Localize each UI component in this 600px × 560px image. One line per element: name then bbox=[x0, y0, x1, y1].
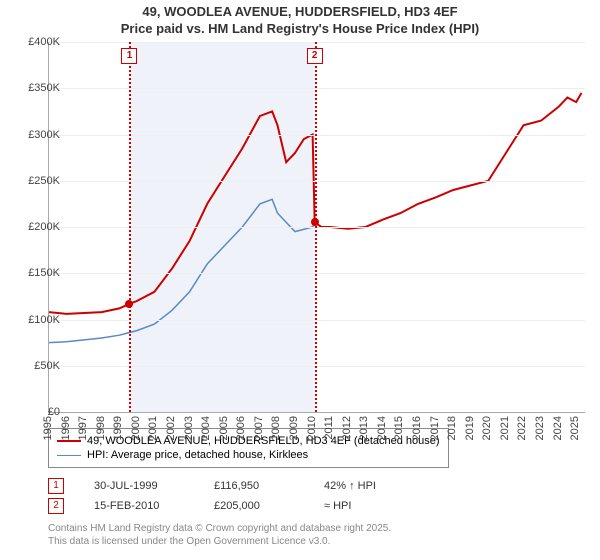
legend: 49, WOODLEA AVENUE, HUDDERSFIELD, HD3 4E… bbox=[48, 428, 449, 468]
legend-row: HPI: Average price, detached house, Kirk… bbox=[57, 449, 440, 461]
x-axis-label: 2012 bbox=[341, 416, 353, 440]
y-axis-label: £300K bbox=[28, 129, 60, 141]
x-axis-label: 2022 bbox=[516, 416, 528, 440]
x-axis-label: 2017 bbox=[429, 416, 441, 440]
y-axis-label: £200K bbox=[28, 221, 60, 233]
sale-marker-flag: 1 bbox=[121, 48, 137, 64]
sale-marker-icon: 1 bbox=[48, 478, 64, 494]
y-axis-label: £100K bbox=[28, 314, 60, 326]
x-axis-label: 1998 bbox=[95, 416, 107, 440]
legend-label: HPI: Average price, detached house, Kirk… bbox=[87, 449, 308, 461]
x-axis-label: 2001 bbox=[147, 416, 159, 440]
x-axis-label: 2018 bbox=[446, 416, 458, 440]
y-axis-label: £350K bbox=[28, 82, 60, 94]
x-axis-label: 2005 bbox=[218, 416, 230, 440]
sale-date: 30-JUL-1999 bbox=[94, 480, 184, 492]
x-axis-label: 2023 bbox=[534, 416, 546, 440]
footer: Contains HM Land Registry data © Crown c… bbox=[48, 522, 391, 548]
y-axis-label: £250K bbox=[28, 175, 60, 187]
x-axis-label: 2007 bbox=[253, 416, 265, 440]
sales-row: 1 30-JUL-1999 £116,950 42% ↑ HPI bbox=[48, 478, 376, 494]
sale-marker-flag: 2 bbox=[307, 48, 323, 64]
sale-date: 15-FEB-2010 bbox=[94, 500, 184, 512]
x-axis-label: 1995 bbox=[42, 416, 54, 440]
x-axis-label: 2006 bbox=[235, 416, 247, 440]
sale-marker-icon: 2 bbox=[48, 498, 64, 514]
x-axis-label: 2025 bbox=[569, 416, 581, 440]
legend-swatch bbox=[57, 455, 81, 456]
y-axis-label: £400K bbox=[28, 36, 60, 48]
sale-price: £205,000 bbox=[214, 500, 294, 512]
title-line-2: Price paid vs. HM Land Registry's House … bbox=[121, 21, 480, 36]
x-axis-label: 2002 bbox=[165, 416, 177, 440]
plot-area: 12 bbox=[48, 42, 585, 413]
chart-title: 49, WOODLEA AVENUE, HUDDERSFIELD, HD3 4E… bbox=[0, 0, 600, 38]
x-axis-label: 2021 bbox=[499, 416, 511, 440]
x-axis-label: 1996 bbox=[60, 416, 72, 440]
x-axis-label: 2003 bbox=[183, 416, 195, 440]
x-axis-label: 2008 bbox=[270, 416, 282, 440]
sales-table: 1 30-JUL-1999 £116,950 42% ↑ HPI 2 15-FE… bbox=[48, 474, 376, 518]
footer-line-1: Contains HM Land Registry data © Crown c… bbox=[48, 523, 391, 534]
x-axis-label: 2014 bbox=[376, 416, 388, 440]
x-axis-label: 1997 bbox=[77, 416, 89, 440]
sales-row: 2 15-FEB-2010 £205,000 ≈ HPI bbox=[48, 498, 376, 514]
sale-price: £116,950 bbox=[214, 480, 294, 492]
sale-note: ≈ HPI bbox=[324, 500, 351, 512]
x-axis-label: 2000 bbox=[130, 416, 142, 440]
x-axis-label: 2020 bbox=[481, 416, 493, 440]
x-axis-label: 2019 bbox=[464, 416, 476, 440]
y-axis-label: £50K bbox=[34, 360, 60, 372]
chart-container: 49, WOODLEA AVENUE, HUDDERSFIELD, HD3 4E… bbox=[0, 0, 600, 560]
y-axis-label: £150K bbox=[28, 267, 60, 279]
footer-line-2: This data is licensed under the Open Gov… bbox=[48, 536, 330, 547]
x-axis-label: 2004 bbox=[200, 416, 212, 440]
x-axis-label: 2016 bbox=[411, 416, 423, 440]
x-axis-label: 2011 bbox=[323, 416, 335, 440]
x-axis-label: 2024 bbox=[552, 416, 564, 440]
x-axis-label: 2015 bbox=[393, 416, 405, 440]
x-axis-label: 2013 bbox=[358, 416, 370, 440]
x-axis-label: 2010 bbox=[306, 416, 318, 440]
title-line-1: 49, WOODLEA AVENUE, HUDDERSFIELD, HD3 4E… bbox=[142, 4, 457, 19]
x-axis-label: 2009 bbox=[288, 416, 300, 440]
x-axis-label: 1999 bbox=[112, 416, 124, 440]
sale-note: 42% ↑ HPI bbox=[324, 480, 376, 492]
